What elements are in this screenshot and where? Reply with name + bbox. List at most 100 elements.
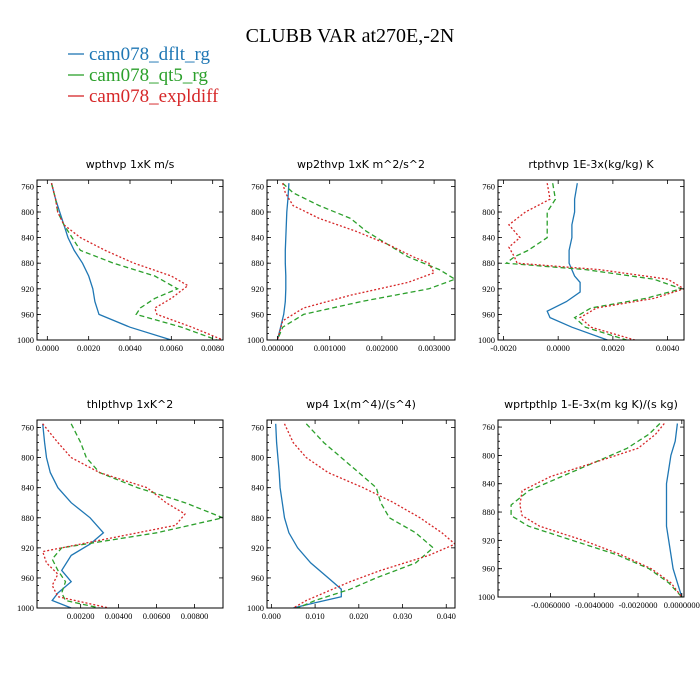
y-tick-label: 840 [482, 479, 495, 489]
x-tick-label: -0.0060000 [531, 600, 570, 610]
y-tick-label: 920 [251, 543, 264, 553]
panel-5: wp4 1x(m^4)/(s^4)76080084088092096010000… [247, 398, 456, 621]
series-line-cam078_expldiff [507, 183, 684, 340]
panel-title: wprtpthlp 1-E-3x(m kg K)/(s kg) [504, 398, 678, 411]
panel-title: wp4 1x(m^4)/(s^4) [306, 398, 416, 411]
x-tick-label: 0.00800 [181, 611, 209, 621]
panel-frame [266, 419, 456, 609]
x-tick-label: 0.0080 [201, 343, 224, 353]
y-tick-label: 760 [482, 181, 495, 191]
y-tick-label: 960 [251, 309, 264, 319]
y-tick-label: 880 [482, 258, 495, 268]
y-tick-label: 920 [21, 543, 34, 553]
y-tick-label: 760 [21, 181, 34, 191]
y-tick-label: 1000 [247, 603, 264, 613]
series-line-cam078_expldiff [519, 423, 683, 597]
y-tick-label: 880 [21, 513, 34, 523]
x-tick-label: 0.0060 [160, 343, 183, 353]
y-tick-label: 1000 [478, 592, 495, 602]
x-tick-label: 0.0000 [36, 343, 59, 353]
y-tick-label: 840 [251, 483, 264, 493]
x-tick-label: 0.002000 [366, 343, 398, 353]
y-tick-label: 800 [482, 207, 495, 217]
x-tick-label: 0.003000 [418, 343, 450, 353]
y-tick-label: 920 [482, 535, 495, 545]
panel-frame [36, 419, 224, 609]
panel-2: wp2thvp 1xK m^2/s^2 760 800 840 880 920 960 100… [247, 158, 456, 353]
series-line-cam078_qt5_rg [297, 423, 435, 608]
y-tick-label: 800 [251, 453, 264, 463]
panel-4: thlpthvp 1xK^2 760 800 840 880 920 960 1000 0.00… [17, 398, 224, 621]
y-tick-label: 840 [251, 233, 264, 243]
chart-title: CLUBB VAR at270E,-2N [246, 25, 455, 47]
x-tick-label: 0.030 [393, 611, 412, 621]
y-tick-label: 960 [482, 564, 495, 574]
y-tick-label: 960 [482, 309, 495, 319]
legend-label-cam078_dflt_rg: cam078_dflt_rg [89, 44, 211, 65]
panel-title: rtpthvp 1E-3x(kg/kg) K [528, 158, 654, 171]
legend: cam078_dflt_rgcam078_qt5_rgcam078_expldi… [68, 44, 219, 107]
y-tick-label: 880 [251, 513, 264, 523]
y-tick-label: 880 [21, 258, 34, 268]
panel-frame [497, 419, 685, 598]
x-tick-label: 0.00200 [67, 611, 95, 621]
series-line-cam078_dflt_rg [546, 183, 608, 340]
y-tick-label: 920 [251, 284, 264, 294]
x-tick-label: 0.0040 [656, 343, 679, 353]
y-tick-label: 1000 [17, 603, 34, 613]
x-tick-label: 0.000000 [262, 343, 294, 353]
x-tick-label: 0.0020 [601, 343, 624, 353]
series-line-cam078_qt5_rg [510, 423, 683, 597]
x-tick-label: 0.020 [349, 611, 368, 621]
x-tick-label: -0.0020 [490, 343, 516, 353]
y-tick-label: 840 [21, 233, 34, 243]
x-tick-label: 0.00400 [105, 611, 133, 621]
series-line-cam078_dflt_rg [276, 183, 290, 340]
series-line-cam078_qt5_rg [50, 183, 218, 340]
panel-frame [497, 179, 685, 341]
y-tick-label: 1000 [247, 335, 264, 345]
panel-title: wpthvp 1xK m/s [86, 158, 175, 171]
y-tick-label: 760 [482, 422, 495, 432]
x-tick-label: 0.010 [306, 611, 325, 621]
legend-label-cam078_qt5_rg: cam078_qt5_rg [89, 65, 208, 86]
panel-1: wpthvp 1xK m/s76080084088092096010000.00… [17, 158, 224, 353]
panel-3: rtpthvp 1E-3x(kg/kg) K 760 800 840 880 920 960… [478, 158, 685, 353]
y-tick-label: 960 [21, 309, 34, 319]
y-tick-label: 760 [21, 423, 34, 433]
series-line-cam078_dflt_rg [275, 423, 342, 608]
y-tick-label: 800 [482, 450, 495, 460]
x-tick-label: -0.0040000 [575, 600, 614, 610]
x-tick-label: 0.0020 [77, 343, 100, 353]
x-tick-label: 0.0000000 [664, 600, 700, 610]
x-tick-label: 0.0000 [546, 343, 569, 353]
x-tick-label: 0.000 [262, 611, 281, 621]
series-line-cam078_qt5_rg [504, 183, 684, 340]
series-line-cam078_expldiff [276, 183, 436, 340]
panel-title: wp2thvp 1xK m^2/s^2 [297, 158, 425, 171]
series-line-cam078_qt5_rg [51, 423, 223, 608]
x-tick-label: -0.0020000 [619, 600, 658, 610]
series-line-cam078_qt5_rg [276, 182, 455, 340]
legend-label-cam078_expldiff: cam078_expldiff [89, 86, 219, 107]
x-tick-label: 0.040 [437, 611, 456, 621]
y-tick-label: 840 [482, 233, 495, 243]
series-line-cam078_dflt_rg [665, 423, 683, 597]
y-tick-label: 920 [21, 284, 34, 294]
y-tick-label: 800 [21, 453, 34, 463]
y-tick-label: 760 [251, 423, 264, 433]
panel-6: wprtpthlp 1-E-3x(m kg K)/(s kg) 760 800 840… [478, 398, 700, 610]
panel-frame [266, 179, 456, 341]
y-tick-label: 840 [21, 483, 34, 493]
y-tick-label: 800 [251, 207, 264, 217]
x-tick-label: 0.00600 [143, 611, 171, 621]
y-tick-label: 880 [251, 258, 264, 268]
y-tick-label: 960 [251, 573, 264, 583]
y-tick-label: 1000 [478, 335, 495, 345]
series-line-cam078_expldiff [283, 423, 455, 608]
y-tick-label: 800 [21, 207, 34, 217]
y-tick-label: 960 [21, 573, 34, 583]
x-tick-label: 0.0040 [118, 343, 141, 353]
